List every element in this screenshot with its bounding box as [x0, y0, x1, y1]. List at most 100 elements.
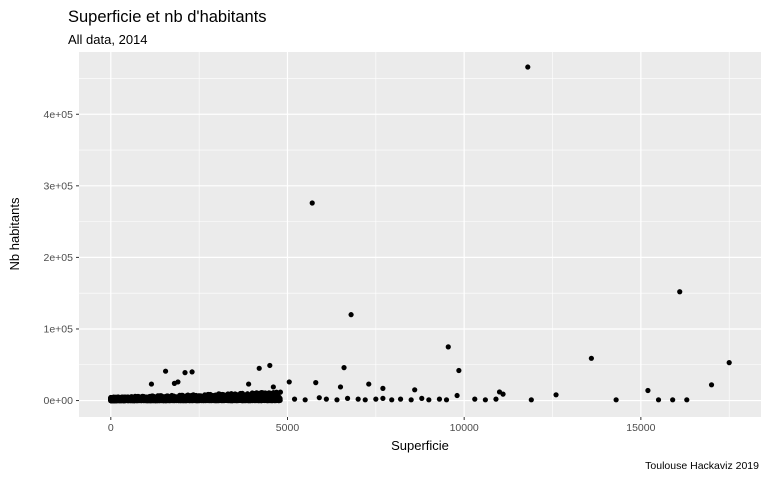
data-point: [645, 387, 651, 394]
data-point: [174, 397, 180, 403]
data-point: [233, 397, 239, 404]
data-point: [165, 397, 171, 404]
data-point: [389, 397, 395, 403]
data-point: [169, 392, 175, 399]
data-point: [454, 392, 460, 399]
data-point: [148, 397, 154, 404]
data-point: [426, 397, 432, 403]
data-point: [182, 395, 188, 401]
x-axis-ticks: 0 5000 10000 15000: [108, 417, 656, 434]
data-point: [217, 397, 223, 403]
data-point: [380, 395, 386, 401]
chart-title: Superficie et nb d'habitants: [68, 8, 267, 26]
data-point: [286, 379, 292, 385]
data-point: [613, 397, 619, 403]
data-point: [175, 379, 181, 385]
data-point: [274, 397, 280, 403]
x-tick-label: 15000: [626, 422, 655, 434]
data-point: [113, 395, 119, 401]
data-point: [262, 397, 268, 403]
data-point: [228, 391, 234, 397]
data-point: [241, 395, 247, 401]
data-point: [211, 393, 217, 399]
x-tick-label: 10000: [450, 422, 479, 434]
y-tick-label: 3e+05: [44, 180, 74, 192]
chart-subtitle: All data, 2014: [68, 32, 148, 47]
plot-panel: [79, 52, 761, 417]
data-point: [182, 370, 188, 376]
data-point: [500, 391, 506, 397]
data-point: [159, 397, 165, 403]
data-point: [348, 312, 354, 318]
data-point: [189, 369, 195, 375]
data-point: [316, 395, 322, 401]
data-point: [268, 390, 274, 397]
data-point: [436, 396, 443, 402]
data-point: [246, 381, 252, 387]
data-point: [222, 397, 228, 404]
data-point: [309, 200, 315, 206]
data-point: [302, 397, 308, 403]
data-point: [291, 396, 298, 402]
y-tick-label: 2e+05: [44, 252, 74, 264]
x-tick-label: 5000: [276, 422, 300, 434]
data-point: [362, 397, 368, 403]
data-point: [244, 391, 251, 397]
data-point: [239, 390, 245, 397]
data-point: [162, 368, 169, 374]
data-point: [232, 391, 238, 397]
data-point: [412, 387, 418, 393]
data-point: [456, 367, 462, 374]
data-point: [195, 397, 201, 403]
data-point: [273, 390, 279, 397]
data-point: [313, 380, 319, 386]
y-axis-ticks: 0e+00 1e+05 2e+05 3e+05 4e+05: [44, 109, 79, 407]
data-point: [380, 385, 386, 391]
data-point: [337, 384, 344, 390]
data-point: [255, 397, 261, 404]
data-point: [408, 397, 414, 403]
data-point: [256, 365, 262, 371]
data-point: [341, 365, 347, 371]
data-point: [655, 397, 662, 403]
minor-gridlines: [79, 52, 761, 417]
data-points: [108, 64, 732, 404]
y-tick-label: 1e+05: [44, 323, 74, 335]
data-point: [344, 395, 351, 401]
data-point: [148, 381, 155, 387]
data-point: [267, 362, 273, 369]
data-point: [443, 397, 450, 403]
data-point: [204, 397, 210, 403]
data-point: [373, 396, 379, 402]
data-point: [708, 382, 715, 388]
data-point: [419, 395, 425, 401]
data-point: [588, 355, 594, 361]
data-point: [120, 397, 126, 404]
y-axis-title: Nb habitants: [7, 197, 22, 270]
data-point: [143, 397, 149, 404]
data-point: [366, 381, 372, 387]
data-point: [198, 394, 204, 400]
data-point: [193, 392, 199, 399]
data-point: [553, 392, 559, 398]
data-point: [670, 397, 676, 403]
data-point: [253, 391, 259, 397]
x-axis-title: Superficie: [391, 438, 449, 453]
data-point: [525, 64, 531, 70]
data-point: [472, 396, 478, 402]
data-point: [677, 289, 683, 295]
data-point: [262, 392, 269, 398]
chart-caption: Toulouse Hackaviz 2019: [645, 460, 759, 472]
data-point: [684, 397, 690, 403]
data-point: [528, 397, 534, 403]
data-point: [323, 396, 329, 402]
data-point: [355, 396, 361, 402]
data-point: [216, 391, 222, 397]
data-point: [482, 397, 488, 403]
data-point: [445, 344, 451, 350]
data-point: [334, 397, 340, 403]
data-point: [226, 395, 232, 401]
data-point: [136, 394, 142, 400]
data-point: [127, 397, 134, 404]
